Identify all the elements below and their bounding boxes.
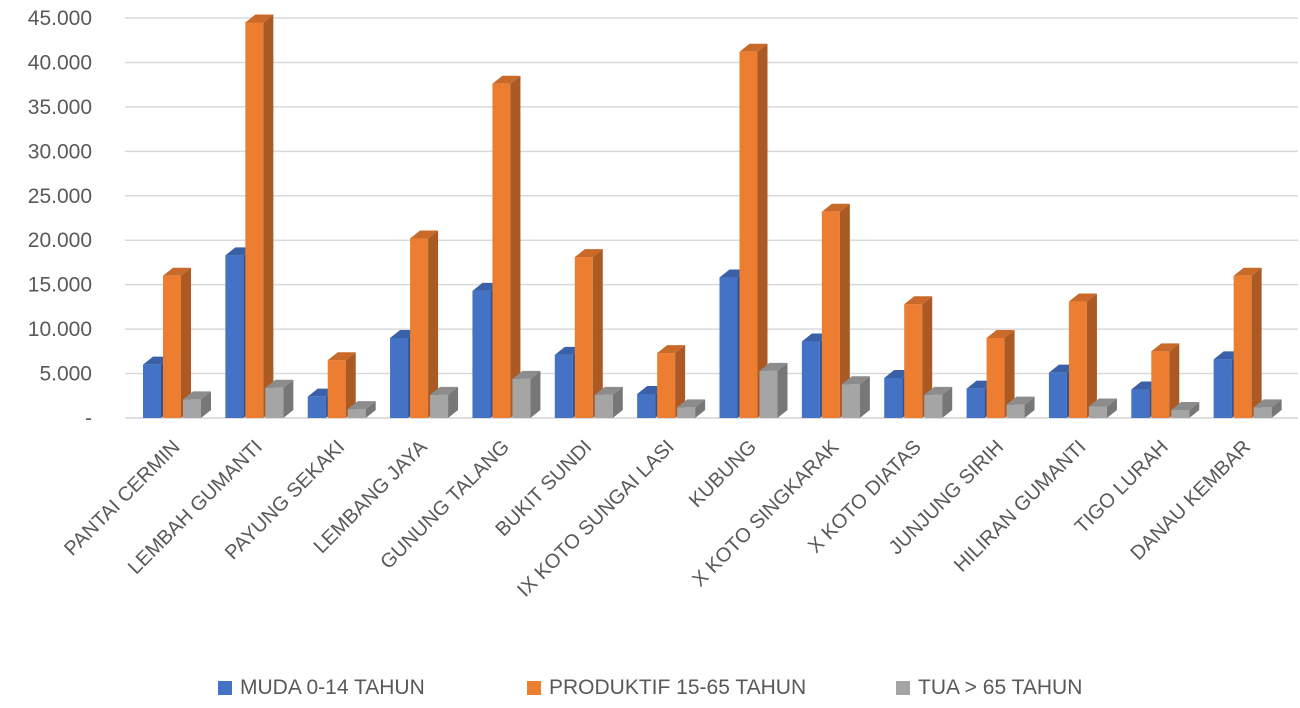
y-tick-label: 30.000 [28,140,92,163]
bar [904,296,933,418]
legend-label: TUA > 65 TAHUN [918,676,1082,699]
y-tick-label: 10.000 [28,318,92,341]
y-tick-label: 15.000 [28,274,92,297]
x-tick-label: KUBUNG [685,436,761,512]
bar [183,391,211,418]
bar [327,352,356,418]
legend-swatch [527,681,541,695]
bar [574,249,603,418]
x-tick-label: X KOTO SINGKARAK [688,436,844,592]
bar [265,379,294,418]
bar [924,386,953,418]
bar [821,203,850,418]
legend: MUDA 0-14 TAHUN PRODUKTIF 15-65 TAHUN TUA … [218,676,1082,699]
y-tick-label: 45.000 [28,7,92,30]
y-tick-label: 20.000 [28,229,92,252]
legend-swatch [218,681,232,695]
y-tick-label: 40.000 [28,51,92,74]
bar [594,386,623,418]
bar [1068,293,1097,418]
bar [1171,402,1200,418]
bar [677,399,706,418]
bar [759,362,788,418]
bar [1233,267,1262,418]
y-tick-label: - [85,407,92,430]
bars [143,14,1282,419]
bar [841,376,870,418]
bar [1253,399,1282,418]
legend-label: PRODUKTIF 15-65 TAHUN [549,676,806,699]
gridlines [125,17,1298,419]
bar [410,230,439,418]
legend-label: MUDA 0-14 TAHUN [240,676,425,699]
y-tick-label: 5.000 [39,363,92,386]
bar [163,267,191,418]
x-tick-label: LEMBAH GUMANTI [124,436,267,579]
bar [1006,396,1035,418]
y-tick-label: 25.000 [28,185,92,208]
bar [430,386,459,418]
x-tick-label: IX KOTO SUNGAI LASI [513,436,678,601]
bar [739,43,768,419]
bar [657,345,686,418]
y-tick-label: 35.000 [28,96,92,119]
bar [492,75,521,419]
y-axis: - 5.000 10.000 15.000 20.000 25.000 30.000 35.0… [28,7,92,430]
legend-swatch [896,681,910,695]
bar [1151,343,1180,418]
bar [245,14,274,418]
bar [986,330,1015,418]
bar [1088,398,1117,418]
bar [347,401,376,418]
bar [512,370,541,418]
